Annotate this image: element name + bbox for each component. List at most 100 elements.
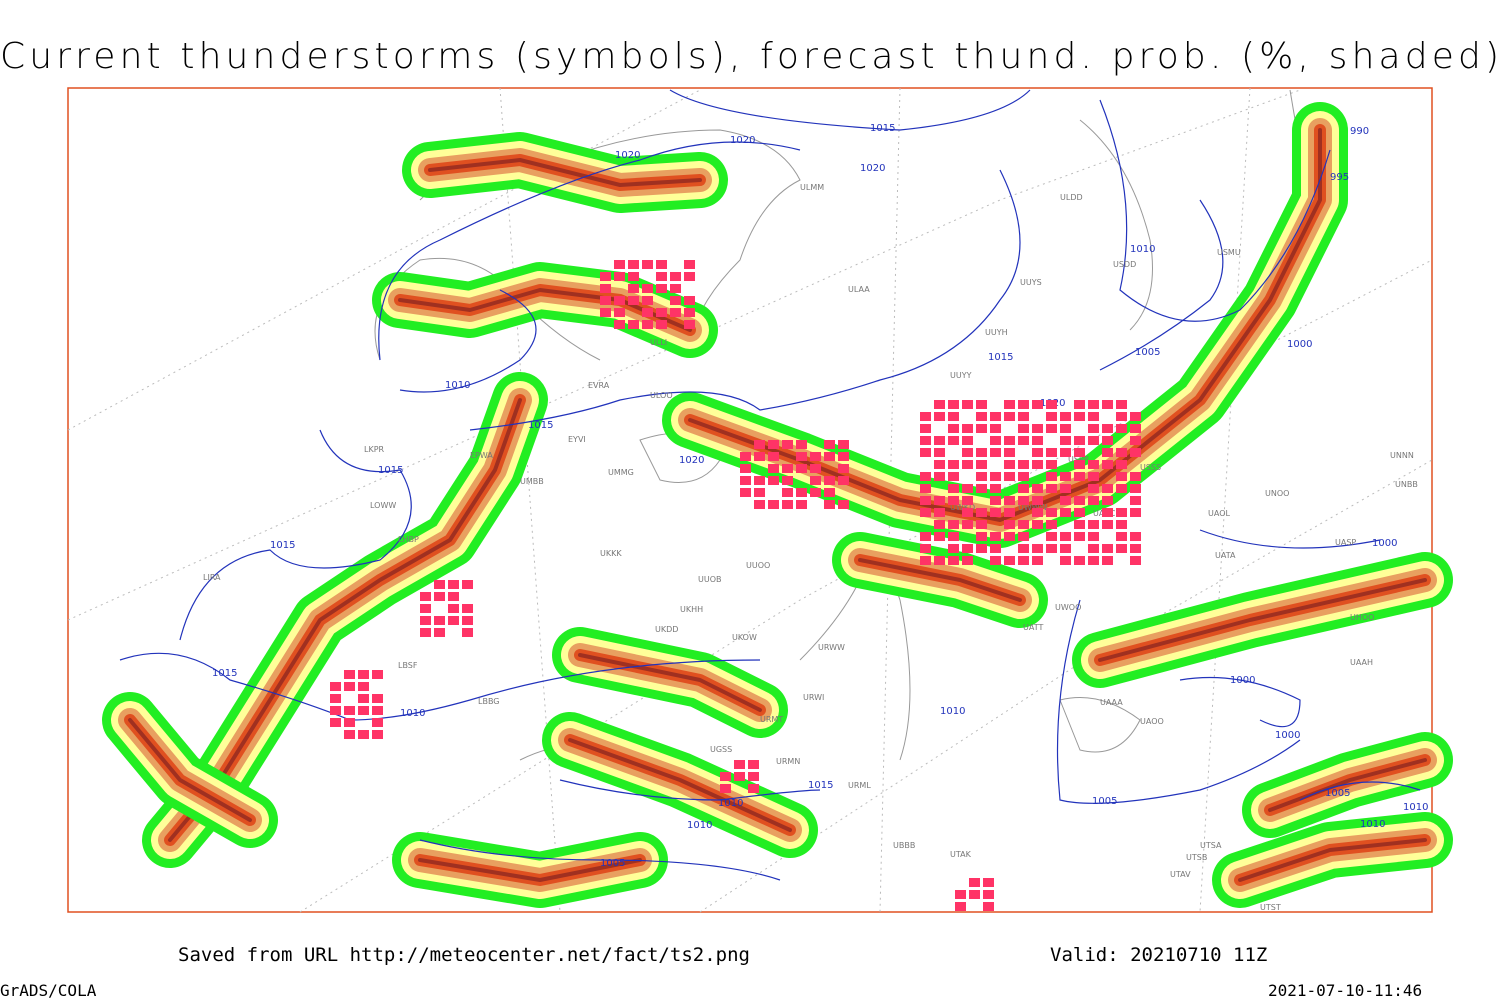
station-label: USSS: [1140, 463, 1161, 472]
storm-symbol: [1046, 532, 1057, 541]
station-label: UNBB: [1395, 480, 1418, 489]
storm-symbol: [1046, 400, 1057, 409]
storm-symbol: [1130, 496, 1141, 505]
storm-symbol: [976, 400, 987, 409]
station-label: URMN: [776, 757, 800, 766]
isobar-label: 1015: [378, 465, 403, 476]
storm-symbol: [810, 464, 821, 473]
storm-symbol: [448, 604, 459, 613]
storm-symbol: [330, 694, 341, 703]
storm-symbol: [720, 784, 731, 793]
isobar-label: 1000: [1275, 730, 1300, 741]
station-label: LBBG: [478, 697, 500, 706]
storm-symbol: [934, 400, 945, 409]
storm-symbol: [1130, 508, 1141, 517]
map-area: 1010 1015 1020 1020 1020 1015 1010 1015 1020 1015…: [67, 87, 1453, 913]
storm-symbol: [1102, 544, 1113, 553]
storm-symbol: [824, 440, 835, 449]
storm-symbol: [628, 296, 639, 305]
storm-symbol: [462, 580, 473, 589]
isobar-label: 1015: [528, 420, 553, 431]
storm-symbol: [1116, 532, 1127, 541]
storm-symbol: [1032, 520, 1043, 529]
station-label: UWOO: [1055, 603, 1081, 612]
storm-symbol: [434, 592, 445, 601]
storm-symbol: [796, 488, 807, 497]
storm-symbol: [600, 296, 611, 305]
shade-band: [1238, 838, 1427, 882]
storm-symbol: [976, 460, 987, 469]
storm-symbol: [1088, 484, 1099, 493]
storm-symbol: [1088, 544, 1099, 553]
storm-symbol: [920, 484, 931, 493]
station-label: UNNN: [1390, 451, 1414, 460]
storm-symbol: [1060, 448, 1071, 457]
storm-symbol: [810, 476, 821, 485]
isobar-label: 1020: [730, 135, 755, 146]
storm-symbol: [1060, 532, 1071, 541]
storm-symbol: [748, 784, 759, 793]
storm-symbol: [990, 448, 1001, 457]
isobar-label: 1010: [400, 708, 425, 719]
storm-symbol: [1130, 484, 1141, 493]
station-label: USPP: [1068, 455, 1089, 464]
storm-symbol: [824, 452, 835, 461]
station-label: USDD: [1113, 260, 1136, 269]
station-label: ULOO: [650, 391, 673, 400]
storm-symbol: [1060, 556, 1071, 565]
storm-symbol: [969, 878, 980, 887]
storm-symbol: [420, 616, 431, 625]
storm-symbol: [782, 476, 793, 485]
station-label: ULMM: [800, 183, 824, 192]
storm-symbol: [420, 592, 431, 601]
storm-symbol: [768, 452, 779, 461]
storm-symbol: [1074, 508, 1085, 517]
storm-symbol: [600, 284, 611, 293]
station-label: LHBP: [398, 535, 419, 544]
storm-symbol: [920, 448, 931, 457]
storm-symbol: [934, 556, 945, 565]
storm-symbol: [796, 464, 807, 473]
storm-symbol: [1074, 448, 1085, 457]
station-label: EVRA: [588, 381, 610, 390]
storm-symbol: [1116, 448, 1127, 457]
storm-symbol: [1130, 556, 1141, 565]
isobar-label: 1015: [270, 540, 295, 551]
shade-band: [688, 128, 1322, 522]
storm-symbol: [748, 772, 759, 781]
storm-symbol: [955, 902, 966, 911]
storm-symbol: [330, 718, 341, 727]
station-label: UMMG: [608, 468, 634, 477]
station-label: ULAA: [848, 285, 870, 294]
storm-symbol: [920, 508, 931, 517]
storm-symbol: [1088, 496, 1099, 505]
storm-symbol: [1116, 400, 1127, 409]
storm-symbol: [1130, 532, 1141, 541]
storm-symbol: [990, 496, 1001, 505]
storm-symbol: [948, 556, 959, 565]
storm-symbol: [1060, 508, 1071, 517]
storm-symbol: [754, 440, 765, 449]
storm-symbol: [824, 500, 835, 509]
storm-symbol: [1088, 424, 1099, 433]
storm-symbol: [1102, 400, 1113, 409]
storm-symbol: [1004, 436, 1015, 445]
storm-symbol: [1116, 472, 1127, 481]
station-labels: ULMM ULDD ULAA UUYS USDD USMU UUYH UUYY ULLI ULOO…: [203, 183, 1418, 912]
storm-symbol: [734, 760, 745, 769]
station-label: ULLI: [650, 338, 667, 347]
storm-symbol: [754, 500, 765, 509]
storm-symbol: [614, 308, 625, 317]
storm-symbol: [1102, 436, 1113, 445]
station-label: UKDD: [655, 625, 678, 634]
storm-symbol: [948, 472, 959, 481]
storm-symbol: [934, 508, 945, 517]
storm-symbol: [962, 460, 973, 469]
shade-band: [168, 398, 522, 842]
storm-symbol: [976, 484, 987, 493]
station-label: UTAK: [950, 850, 972, 859]
station-label: UATA: [1215, 551, 1236, 560]
storm-symbol: [1046, 460, 1057, 469]
storm-symbol: [976, 448, 987, 457]
